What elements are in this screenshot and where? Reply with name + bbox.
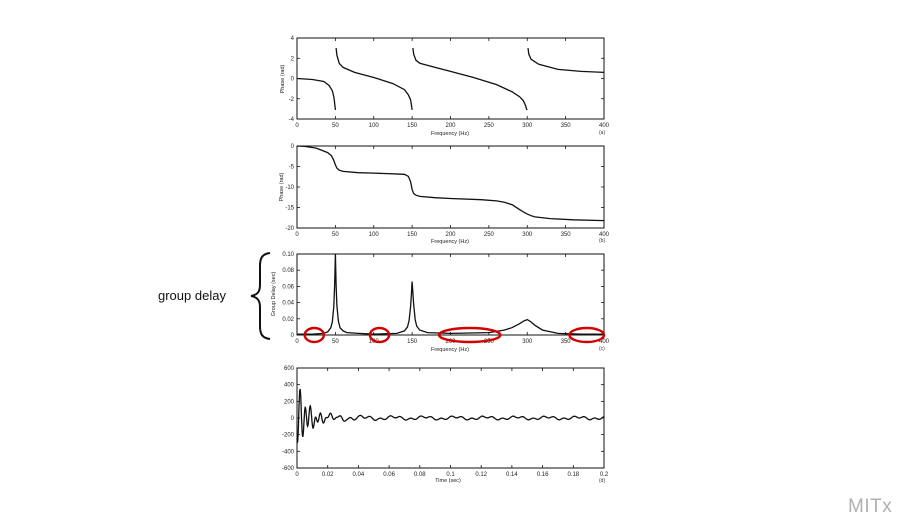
phase-unwrapped-plot: 0 50 100 150 200 250 300 350 400 -20 -15 -10 -5 0 Fre… xyxy=(279,144,610,245)
mitx-logo: MITx xyxy=(848,496,892,517)
group-delay-ytick-label: 0.10 xyxy=(282,252,294,258)
impulse-response-marks: 0 0.02 0.04 0.06 0.08 0.1 0.12 0.14 0.16 0.18 0.2 -… xyxy=(282,366,609,478)
phase-wrapped-xtick-label: 250 xyxy=(484,123,495,129)
impulse-response-xtick-label: 0.02 xyxy=(322,472,334,478)
phase-wrapped-marks: 0 50 100 150 200 250 300 350 400 -4 -2 0 2 4 xyxy=(289,36,610,129)
group-delay-ylabel: Group Delay (sec) xyxy=(271,272,277,317)
curly-brace-icon xyxy=(250,252,271,340)
impulse-response-ytick-label: -600 xyxy=(282,466,295,472)
impulse-response-plot: 0 0.02 0.04 0.06 0.08 0.1 0.12 0.14 0.16 0.18 0.2 -… xyxy=(282,366,609,484)
phase-wrapped-ytick-label: -2 xyxy=(289,97,295,103)
phase-unwrapped-ylabel: Phase (rad) xyxy=(279,172,285,201)
phase-unwrapped-xtick-label: 300 xyxy=(522,232,533,238)
phase-wrapped-ylabel: Phase (rad) xyxy=(280,64,286,93)
phase-unwrapped-xtick-label: 350 xyxy=(561,232,572,238)
phase-wrapped-ytick-label: 2 xyxy=(291,56,295,62)
phase-wrapped-xtick-label: 50 xyxy=(332,123,339,129)
phase-unwrapped-corner: (b) xyxy=(599,238,605,244)
group-delay-corner: (c) xyxy=(599,346,605,352)
impulse-response-xtick-label: 0.12 xyxy=(475,472,487,478)
phase-wrapped-corner: (a) xyxy=(599,130,605,136)
impulse-response-xtick-label: 0.16 xyxy=(537,472,549,478)
impulse-response-xtick-label: 0.04 xyxy=(353,472,365,478)
phase-wrapped-xtick-label: 350 xyxy=(561,123,572,129)
impulse-response-ytick-label: 400 xyxy=(284,383,295,389)
phase-unwrapped-xtick-label: 50 xyxy=(332,232,339,238)
group-delay-xtick-label: 200 xyxy=(445,339,456,345)
phase-wrapped-ytick-label: 0 xyxy=(291,77,295,83)
impulse-response-ytick-label: -200 xyxy=(282,433,295,439)
group-delay-ytick-label: 0.04 xyxy=(282,301,294,307)
impulse-response-xtick-label: 0.14 xyxy=(506,472,518,478)
phase-unwrapped-xtick-label: 150 xyxy=(407,232,418,238)
phase-unwrapped-ytick-label: -15 xyxy=(285,206,294,212)
group-delay-ytick-label: 0.08 xyxy=(282,268,294,274)
impulse-response-xtick-label: 0.08 xyxy=(414,472,426,478)
phase-wrapped-series-line xyxy=(296,48,605,111)
group-delay-xtick-label: 50 xyxy=(332,339,339,345)
low-delay-highlight-ellipse xyxy=(303,326,326,344)
phase-unwrapped-xtick-label: 0 xyxy=(295,232,299,238)
phase-wrapped-xlabel: Frequency (Hz) xyxy=(431,131,469,137)
phase-unwrapped-marks: 0 50 100 150 200 250 300 350 400 -20 -15 -10 -5 0 xyxy=(285,144,609,238)
impulse-response-ytick-label: 200 xyxy=(284,399,295,405)
phase-unwrapped-ytick-label: -20 xyxy=(285,226,294,232)
impulse-response-ytick-label: 600 xyxy=(284,366,295,372)
group-delay-series-line xyxy=(297,253,604,335)
group-delay-xtick-label: 300 xyxy=(522,339,533,345)
phase-unwrapped-ytick-label: 0 xyxy=(291,144,295,150)
phase-unwrapped-xtick-label: 200 xyxy=(445,232,456,238)
phase-unwrapped-frame xyxy=(296,145,605,229)
group-delay-xlabel: Frequency (Hz) xyxy=(431,347,469,353)
low-delay-highlight-ellipse xyxy=(437,326,502,344)
phase-wrapped-xtick-label: 200 xyxy=(445,123,456,129)
phase-wrapped-xtick-label: 400 xyxy=(599,123,610,129)
phase-wrapped-ytick-label: -4 xyxy=(289,117,295,123)
phase-unwrapped-series-line xyxy=(296,145,605,222)
impulse-response-series-line xyxy=(296,388,605,445)
group-delay-xtick-label: 0 xyxy=(295,339,299,345)
phase-wrapped-xtick-label: 150 xyxy=(407,123,418,129)
phase-unwrapped-xtick-label: 400 xyxy=(599,232,610,238)
phase-unwrapped-xlabel: Frequency (Hz) xyxy=(431,239,469,245)
impulse-response-frame xyxy=(296,367,605,469)
impulse-response-xtick-label: 0.06 xyxy=(383,472,395,478)
impulse-response-xlabel: Time (sec) xyxy=(435,478,461,484)
phase-wrapped-ytick-label: 4 xyxy=(291,36,295,42)
group-delay-frame xyxy=(296,253,605,336)
phase-wrapped-plot: 0 50 100 150 200 250 300 350 400 -4 -2 0 2 4 Frequenc… xyxy=(280,36,610,137)
impulse-response-xtick-label: 0 xyxy=(295,472,299,478)
phase-wrapped-xtick-label: 300 xyxy=(522,123,533,129)
impulse-response-xtick-label: 0.1 xyxy=(446,472,455,478)
impulse-response-xtick-label: 0.18 xyxy=(567,472,579,478)
phase-unwrapped-xtick-label: 100 xyxy=(369,232,380,238)
group-delay-ytick-label: 0.06 xyxy=(282,284,294,290)
phase-unwrapped-ytick-label: -10 xyxy=(285,185,294,191)
impulse-response-xtick-label: 0.2 xyxy=(600,472,609,478)
impulse-response-ytick-label: 0 xyxy=(291,416,295,422)
phase-unwrapped-xtick-label: 250 xyxy=(484,232,495,238)
group-delay-ytick-label: 0 xyxy=(291,333,295,339)
group-delay-marks: 0 50 100 150 200 250 300 350 40000.020.040.060.0… xyxy=(282,252,609,345)
group-delay-annotation: group delay xyxy=(158,252,271,340)
impulse-response-ytick-label: -400 xyxy=(282,449,295,455)
phase-wrapped-xtick-label: 0 xyxy=(295,123,299,129)
group-delay-xtick-label: 150 xyxy=(407,339,418,345)
phase-wrapped-frame xyxy=(296,37,605,120)
low-delay-highlight-ellipse xyxy=(568,326,606,344)
group-delay-plot: 0 50 100 150 200 250 300 350 40000.020.040.060.0… xyxy=(271,252,610,353)
group-delay-xtick-label: 400 xyxy=(599,339,610,345)
group-delay-xtick-label: 350 xyxy=(561,339,572,345)
phase-wrapped-xtick-label: 100 xyxy=(369,123,380,129)
phase-unwrapped-ytick-label: -5 xyxy=(289,165,295,171)
group-delay-xtick-label: 250 xyxy=(484,339,495,345)
group-delay-ytick-label: 0.02 xyxy=(282,317,294,323)
impulse-response-corner: (d) xyxy=(599,478,605,484)
low-delay-highlight-ellipse xyxy=(368,326,391,344)
group-delay-side-label: group delay xyxy=(158,288,226,303)
